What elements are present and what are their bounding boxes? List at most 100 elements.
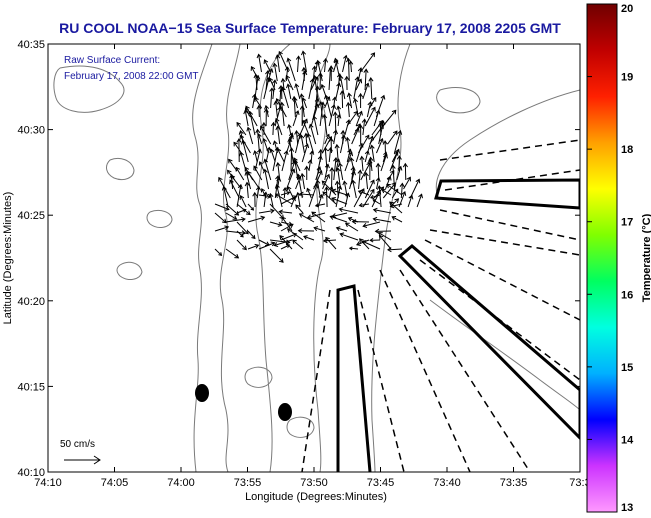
current-vector	[366, 101, 373, 118]
colorbar-tick-label: 14	[621, 434, 634, 446]
radial-dashed-lines	[301, 139, 580, 472]
current-vector	[322, 146, 329, 172]
current-vector	[254, 97, 263, 109]
current-vector	[278, 209, 293, 215]
current-vector	[236, 230, 244, 238]
current-vector	[285, 83, 292, 100]
current-vector	[335, 82, 342, 100]
x-tick-label: 73:35	[500, 477, 528, 489]
current-vector	[372, 216, 392, 223]
current-vector	[329, 167, 335, 190]
current-vector	[301, 119, 310, 136]
current-vector	[324, 186, 330, 208]
current-vector	[363, 171, 369, 190]
current-vector	[351, 219, 370, 225]
current-vector	[295, 55, 301, 73]
current-vector	[386, 247, 403, 253]
current-vector	[339, 90, 345, 109]
current-vector	[286, 185, 294, 199]
colorbar-tick-label: 13	[621, 502, 633, 514]
current-vector	[269, 87, 275, 109]
current-vector	[369, 238, 381, 243]
current-vector	[416, 193, 423, 208]
current-vector	[391, 216, 403, 223]
current-vector	[355, 142, 364, 163]
current-vector	[357, 189, 370, 196]
current-vector	[332, 129, 339, 145]
beam-outline-east	[434, 178, 580, 210]
current-vector	[342, 54, 349, 73]
current-vector	[301, 143, 310, 163]
current-vector	[319, 101, 326, 127]
current-vector	[317, 72, 323, 91]
contour-offshore-3	[429, 299, 580, 411]
current-vector	[349, 170, 356, 190]
current-vector	[325, 236, 337, 250]
current-vector	[256, 104, 262, 118]
current-vector	[334, 143, 340, 163]
current-vector	[255, 185, 261, 199]
current-vector	[230, 174, 242, 190]
current-vector	[375, 177, 381, 190]
colorbar-ticks: 13 14 15 16 17 18 19 20	[587, 3, 634, 514]
colorbar-tick-label: 18	[621, 144, 633, 156]
radial-line	[444, 169, 580, 191]
contour-shelf-1	[219, 44, 241, 472]
current-vector	[372, 207, 392, 214]
current-vector	[269, 148, 276, 163]
current-vector	[214, 203, 230, 211]
current-vector	[245, 105, 258, 127]
station-marker	[278, 403, 292, 421]
current-vector	[346, 148, 353, 163]
current-vector	[362, 188, 375, 208]
colorbar-tick-label: 16	[621, 289, 633, 301]
current-vector	[335, 226, 348, 232]
y-axis: 40:10 40:15 40:20 40:25 40:30 40:35	[17, 39, 580, 479]
current-vector	[275, 54, 281, 73]
current-vector	[262, 191, 269, 208]
current-vector	[236, 121, 247, 136]
current-vector	[272, 62, 278, 82]
current-vector	[324, 96, 331, 109]
y-tick-label: 40:20	[17, 296, 45, 308]
current-vector	[299, 105, 305, 127]
contour-small-3	[146, 209, 173, 228]
current-vector	[244, 181, 250, 199]
current-vector	[235, 166, 245, 181]
current-vector	[339, 134, 347, 154]
y-tick-label: 40:10	[17, 467, 45, 479]
current-vector	[258, 208, 275, 214]
x-tick-label: 74:05	[101, 477, 129, 489]
current-vector	[329, 214, 348, 223]
contour-small-2	[116, 261, 143, 280]
x-tick-label: 73:50	[300, 477, 328, 489]
current-vector	[402, 162, 408, 181]
current-vector	[269, 248, 284, 263]
current-vector	[256, 53, 262, 73]
current-vector	[381, 189, 392, 196]
current-vector	[368, 76, 374, 100]
radial-line	[301, 289, 331, 472]
contour-small-1	[106, 157, 135, 181]
current-vector	[315, 179, 321, 199]
current-vector	[246, 126, 254, 145]
contour-shelf-3	[313, 44, 331, 472]
current-vector	[288, 147, 295, 172]
x-tick-label: 73:3	[569, 477, 590, 489]
current-vector	[247, 203, 255, 211]
current-vector	[263, 108, 269, 127]
current-vector	[389, 201, 403, 214]
current-vector	[367, 158, 373, 181]
beam-outline-southeast	[397, 244, 580, 441]
current-vector	[280, 244, 291, 250]
current-vector	[287, 123, 292, 136]
current-vector	[275, 125, 281, 145]
current-vector	[363, 68, 369, 91]
current-vector	[346, 110, 358, 127]
bathymetry-contours	[53, 44, 580, 472]
current-vector	[344, 222, 359, 232]
current-vector	[344, 151, 354, 172]
current-vector	[221, 185, 229, 208]
current-vector	[314, 85, 320, 109]
current-vector	[399, 182, 405, 199]
